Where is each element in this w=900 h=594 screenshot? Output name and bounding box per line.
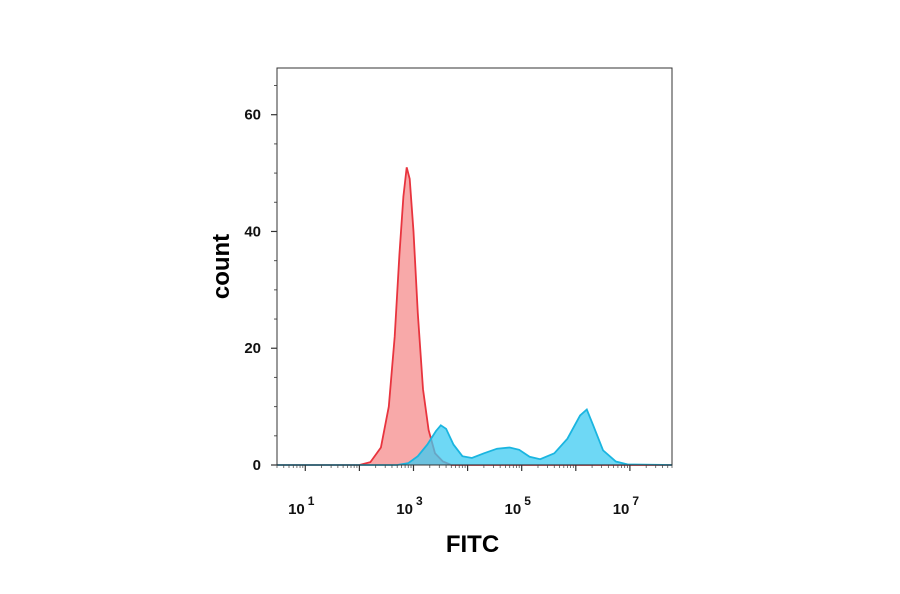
series-2-line bbox=[277, 407, 673, 466]
series-layer bbox=[277, 167, 673, 466]
series-2-area bbox=[277, 409, 672, 465]
y-axis-title: count bbox=[208, 234, 235, 299]
x-axis-title: FITC bbox=[446, 531, 499, 558]
x-tick-label: 10 7 bbox=[613, 494, 640, 518]
y-tick-label: 0 bbox=[253, 457, 261, 474]
series-1-line bbox=[277, 167, 672, 466]
x-tick-label: 10 1 bbox=[288, 494, 315, 518]
y-tick-label: 20 bbox=[244, 340, 261, 357]
x-tick-label: 10 3 bbox=[396, 494, 423, 518]
y-tick-label: 60 bbox=[244, 107, 261, 124]
x-tick-label: 10 5 bbox=[505, 494, 532, 518]
series-1-area bbox=[277, 167, 672, 466]
y-tick-label: 40 bbox=[244, 223, 261, 240]
plot-frame bbox=[276, 67, 673, 466]
